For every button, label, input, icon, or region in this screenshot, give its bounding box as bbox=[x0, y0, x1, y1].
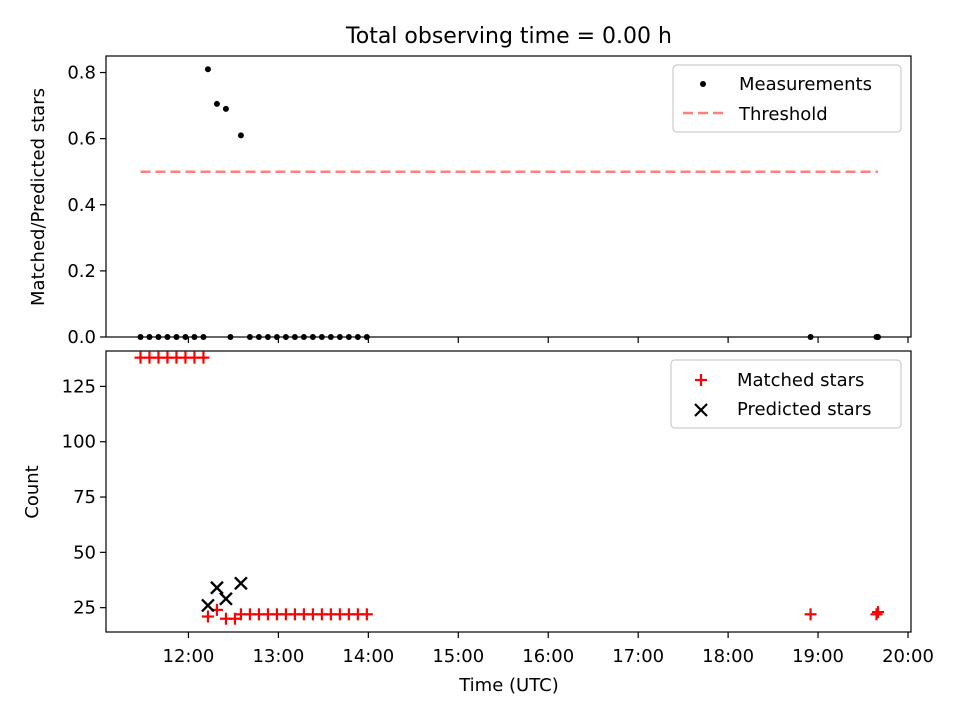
top-y-tick-label: 0.6 bbox=[67, 129, 96, 150]
x-axis-label: Time (UTC) bbox=[458, 675, 559, 696]
measurement-point bbox=[213, 100, 220, 107]
x-tick-label: 17:00 bbox=[612, 646, 664, 667]
bottom-y-tick-label: 100 bbox=[62, 432, 96, 453]
x-tick-label: 13:00 bbox=[252, 646, 304, 667]
predicted-stars-point bbox=[201, 598, 215, 613]
x-tick-label: 15:00 bbox=[432, 646, 484, 667]
bottom-y-ticks: 25 50 75 100 125 bbox=[62, 376, 106, 619]
matched-stars-point bbox=[804, 608, 817, 621]
top-y-tick-label: 0.8 bbox=[67, 63, 96, 84]
bottom-panel: Count Time (UTC) 25 50 75 100 125 12:00 13:00… bbox=[22, 350, 934, 696]
legend-matched-label: Matched stars bbox=[737, 370, 864, 391]
bottom-y-tick-label: 25 bbox=[73, 598, 96, 619]
top-legend-box bbox=[672, 64, 902, 133]
bottom-y-axis-label: Count bbox=[22, 465, 43, 518]
bottom-data-marks bbox=[134, 351, 885, 625]
matched-stars-point bbox=[870, 608, 883, 621]
top-y-tick-label: 0.0 bbox=[67, 327, 96, 348]
matched-stars-point bbox=[197, 351, 210, 364]
bottom-plot-frame bbox=[105, 350, 912, 633]
x-tick-label: 14:00 bbox=[342, 646, 394, 667]
top-plot-frame bbox=[105, 55, 912, 338]
top-legend: Measurements Threshold bbox=[672, 64, 902, 133]
matched-stars-point bbox=[360, 608, 373, 621]
bottom-x-ticks: 12:00 13:00 14:00 15:00 16:00 17:00 18:00 19:00… bbox=[163, 632, 934, 667]
legend-predicted-marker bbox=[694, 403, 708, 417]
predicted-stars-point bbox=[210, 580, 224, 595]
top-panel: Matched/Predicted stars 0.00.20.40.60.8 … bbox=[28, 55, 912, 348]
top-y-tick-label: 0.2 bbox=[67, 261, 96, 282]
legend-predicted-label: Predicted stars bbox=[737, 399, 871, 420]
predicted-stars-point bbox=[219, 591, 233, 606]
x-tick-label: 12:00 bbox=[163, 646, 215, 667]
legend-measurements-marker bbox=[700, 81, 706, 87]
measurement-point bbox=[237, 132, 244, 139]
top-y-ticks: 0.0 0.2 0.4 0.6 0.8 bbox=[67, 63, 106, 348]
top-y-axis-label: Matched/Predicted stars bbox=[28, 88, 49, 306]
x-tick-label: 18:00 bbox=[702, 646, 754, 667]
top-y-tick-label: 0.4 bbox=[67, 195, 96, 216]
bottom-y-tick-label: 75 bbox=[73, 487, 96, 508]
x-tick-label: 20:00 bbox=[882, 646, 934, 667]
x-tick-label: 16:00 bbox=[522, 646, 574, 667]
bottom-y-tick-label: 125 bbox=[62, 376, 96, 397]
legend-matched-marker bbox=[695, 374, 707, 386]
chart-title: Total observing time = 0.00 h bbox=[345, 24, 672, 49]
bottom-legend-box bbox=[670, 359, 902, 429]
bottom-y-tick-label: 50 bbox=[73, 542, 96, 563]
legend-threshold-label: Threshold bbox=[738, 104, 828, 125]
bottom-legend: Matched stars Predicted stars bbox=[670, 359, 902, 429]
x-tick-label: 19:00 bbox=[792, 646, 844, 667]
legend-measurements-label: Measurements bbox=[739, 74, 872, 95]
matched-stars-point bbox=[872, 606, 885, 619]
measurement-point bbox=[204, 66, 211, 73]
measurement-point bbox=[222, 105, 229, 112]
predicted-stars-point bbox=[234, 576, 248, 591]
matched-stars-point bbox=[201, 610, 214, 623]
